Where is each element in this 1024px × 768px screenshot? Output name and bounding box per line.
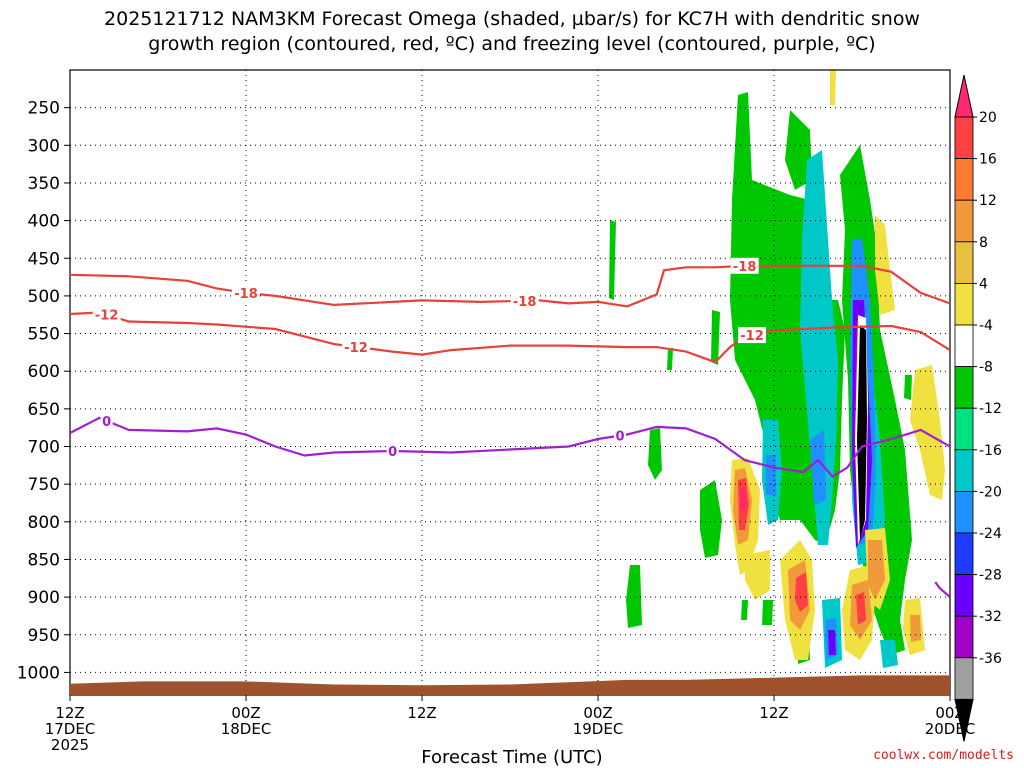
contour-label: -18 <box>234 287 258 302</box>
colorbar-label: 12 <box>979 193 997 209</box>
colorbar-label: -12 <box>979 401 1002 417</box>
x-tick-label: 12Z <box>407 704 436 722</box>
contour-label-bg <box>614 427 626 444</box>
x-tick-label: 00Z <box>231 704 260 722</box>
contour-label-bg <box>92 306 121 323</box>
y-tick-label: 500 <box>28 287 60 307</box>
contour-line <box>70 311 950 364</box>
contour-label-bg <box>386 443 399 460</box>
y-tick-label: 300 <box>28 136 60 156</box>
colorbar-swatch <box>954 116 974 159</box>
colorbar-label: -4 <box>979 318 993 334</box>
colorbar-label: -16 <box>979 443 1002 459</box>
contour-line <box>70 416 950 479</box>
colorbar-label: -28 <box>979 568 1002 584</box>
y-tick-label: 850 <box>28 550 60 570</box>
omega-shading <box>609 70 945 668</box>
y-tick-label: 650 <box>28 400 60 420</box>
y-tick-label: 250 <box>28 99 60 119</box>
colorbar-label: -20 <box>979 484 1002 500</box>
y-tick-label: 550 <box>28 325 60 345</box>
colorbar-swatch <box>954 657 974 700</box>
colorbar: 20 16 12 8 4 -4 -8 -12 -16 -20 -24 -28 -32 -36 <box>954 74 1002 742</box>
colorbar-swatch <box>954 324 974 367</box>
y-tick-label: 750 <box>28 475 60 495</box>
terrain-fill <box>70 675 950 695</box>
contour-label: -12 <box>95 309 119 324</box>
y-tick-label: 600 <box>28 362 60 382</box>
y-tick-label: 450 <box>28 249 60 269</box>
colorbar-label: -36 <box>979 651 1002 667</box>
x-tick-label: 2025 <box>51 736 89 754</box>
x-tick-label: 17DEC <box>45 720 96 738</box>
source-credit: coolwx.com/modelts <box>873 748 1014 763</box>
omega-shade-black <box>857 325 867 540</box>
colorbar-bottom-arrow <box>954 698 974 742</box>
colorbar-label: 8 <box>979 235 988 251</box>
contour-label-bg <box>342 338 370 355</box>
contour-label-bg <box>730 257 759 274</box>
y-tick-label: 700 <box>28 438 60 458</box>
y-tick-label: 800 <box>28 513 60 533</box>
chart-title-line-2: growth region (contoured, red, ºC) and f… <box>148 33 876 55</box>
y-tick-label: 950 <box>28 626 60 646</box>
colorbar-swatch <box>954 615 974 659</box>
y-tick-label: 400 <box>28 212 60 232</box>
colorbar-label: -24 <box>979 526 1002 542</box>
y-axis-ticks: 250 300 350 400 450 500 550 600 650 700 750 800 850 9… <box>17 99 70 683</box>
x-tick-label: 00Z <box>583 704 612 722</box>
contour-labels: -18 -18 -18 -12 -12 -12 0 0 0 <box>92 257 766 460</box>
colorbar-top-arrow <box>954 74 974 118</box>
contour-label: -18 <box>513 295 537 310</box>
colorbar-label: -32 <box>979 609 1002 625</box>
contour-label: -12 <box>740 329 764 344</box>
chart-title-line-1: 2025121712 NAM3KM Forecast Omega (shaded… <box>104 8 920 30</box>
terrain-ground <box>70 675 950 695</box>
contour-label: 0 <box>102 415 111 430</box>
colorbar-swatch <box>954 199 974 243</box>
colorbar-swatch <box>954 490 974 534</box>
colorbar-swatch <box>954 241 974 284</box>
colorbar-swatch <box>954 574 974 617</box>
colorbar-label: -8 <box>979 360 993 376</box>
y-tick-label: 900 <box>28 588 60 608</box>
colorbar-label: 4 <box>979 276 988 292</box>
contour-label-bg <box>232 284 260 301</box>
contour-label: -18 <box>733 260 757 275</box>
y-tick-label: 1000 <box>17 663 60 683</box>
x-tick-label: 18DEC <box>221 720 272 738</box>
colorbar-label: 20 <box>979 110 997 126</box>
x-tick-label: 19DEC <box>573 720 624 738</box>
contour-line <box>934 581 950 598</box>
colorbar-swatch <box>954 407 974 451</box>
contour-label-bg <box>510 292 539 309</box>
x-axis-label: Forecast Time (UTC) <box>421 747 603 768</box>
contour-label: 0 <box>388 445 397 460</box>
contour-label: -12 <box>344 341 368 356</box>
colorbar-swatch <box>954 532 974 575</box>
x-tick-label: 12Z <box>759 704 788 722</box>
y-tick-label: 350 <box>28 174 60 194</box>
colorbar-swatch <box>954 282 974 326</box>
colorbar-swatch <box>954 366 974 409</box>
contour-label: 0 <box>615 430 624 445</box>
x-tick-label: 12Z <box>55 704 84 722</box>
colorbar-swatch <box>954 449 974 492</box>
contour-label-bg <box>100 412 113 429</box>
contour-label-bg <box>738 327 766 344</box>
colorbar-label: 16 <box>979 152 997 168</box>
colorbar-swatch <box>954 158 974 201</box>
